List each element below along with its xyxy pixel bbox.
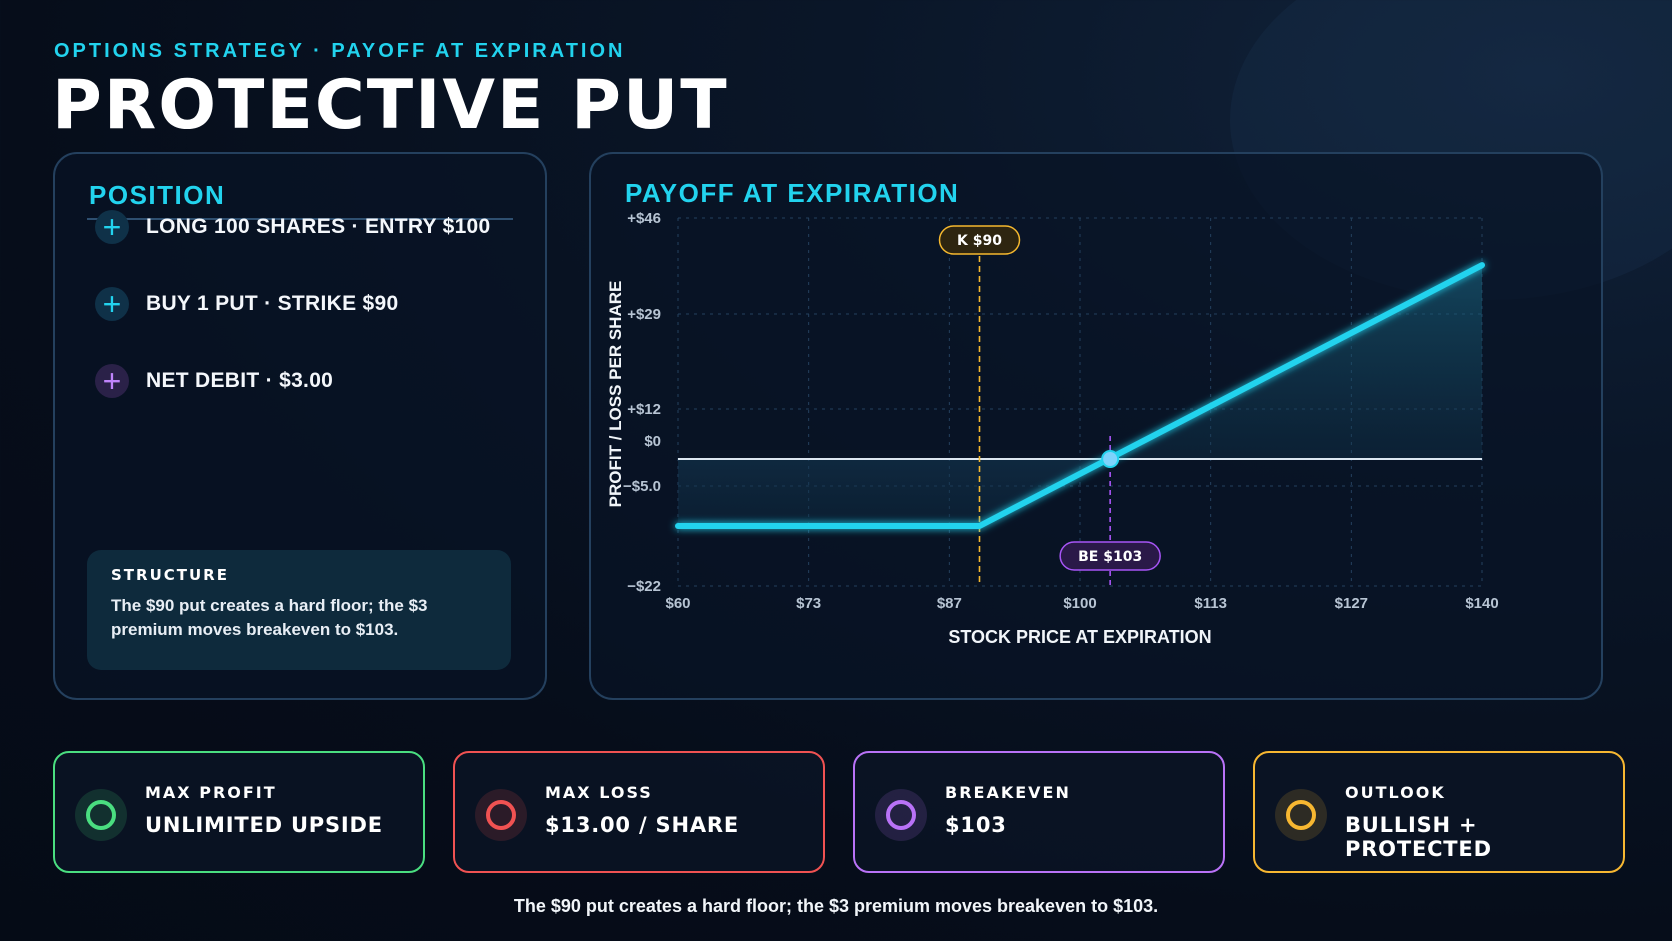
x-tick-label: $87 — [937, 595, 962, 612]
metric-value: UNLIMITED UPSIDE — [145, 813, 383, 837]
structure-title: STRUCTURE — [111, 566, 229, 584]
payoff-line — [675, 262, 1485, 529]
breakeven-annotation-label: BE $103 — [1078, 549, 1142, 565]
metric-card-max-loss: MAX LOSS $13.00 / SHARE — [453, 751, 825, 873]
y-tick-label: −$5.0 — [623, 478, 661, 495]
metric-card-outlook: OUTLOOK BULLISH + PROTECTED — [1253, 751, 1625, 873]
metric-label: BREAKEVEN — [945, 783, 1071, 802]
metric-card-breakeven: BREAKEVEN $103 — [853, 751, 1225, 873]
position-item-label: NET DEBIT · $3.00 — [146, 369, 334, 392]
metric-label: OUTLOOK — [1345, 783, 1446, 802]
x-tick-label: $127 — [1335, 595, 1368, 612]
metric-value: $13.00 / SHARE — [545, 813, 739, 837]
metric-label: MAX LOSS — [545, 783, 653, 802]
x-tick-label: $73 — [796, 595, 821, 612]
x-tick-label: $100 — [1063, 595, 1096, 612]
metric-value: $103 — [945, 813, 1007, 837]
x-axis-title: STOCK PRICE AT EXPIRATION — [948, 627, 1211, 647]
payoff-chart: $60 $73 $87 $100 $113 $127 $140 +$46 +$29 +$12 $0 −… — [606, 210, 1499, 647]
page-title: PROTECTIVE PUT — [52, 66, 729, 145]
footer-caption: The $90 put creates a hard floor; the $3… — [513, 896, 1159, 916]
circle-icon — [1275, 789, 1327, 841]
y-tick-label: −$22 — [627, 578, 661, 595]
metric-card-max-profit: MAX PROFIT UNLIMITED UPSIDE — [53, 751, 425, 873]
structure-card: STRUCTURE The $90 put creates a hard flo… — [87, 550, 511, 670]
circle-icon — [475, 789, 527, 841]
breakeven-annotation-pill — [1059, 541, 1161, 571]
metric-value: BULLISH + PROTECTED — [1345, 813, 1492, 861]
plus-icon: + — [95, 210, 129, 244]
position-panel: POSITION + LONG 100 SHARES · ENTRY $100 … — [53, 152, 547, 700]
structure-text: The $90 put creates a hard floor; the $3… — [111, 596, 428, 639]
breakeven-point — [1101, 450, 1120, 468]
position-item-label: BUY 1 PUT · STRIKE $90 — [146, 292, 399, 315]
metric-label: MAX PROFIT — [145, 783, 277, 802]
y-tick-label: +$46 — [627, 210, 661, 227]
plus-icon: + — [95, 364, 129, 398]
circle-icon — [75, 789, 127, 841]
y-tick-label: $0 — [644, 433, 661, 450]
chart-heading: PAYOFF AT EXPIRATION — [625, 178, 960, 208]
x-tick-label: $113 — [1194, 595, 1227, 612]
position-heading: POSITION — [89, 180, 226, 210]
y-tick-label: +$12 — [627, 401, 661, 418]
x-tick-label: $140 — [1465, 595, 1498, 612]
strike-annotation-label: K $90 — [957, 233, 1002, 249]
strike-annotation-pill — [938, 225, 1021, 255]
position-item-shares: + LONG 100 SHARES · ENTRY $100 — [95, 210, 491, 244]
position-item-put: + BUY 1 PUT · STRIKE $90 — [95, 287, 398, 321]
y-tick-label: +$29 — [627, 306, 661, 323]
y-axis-title: PROFIT / LOSS PER SHARE — [606, 281, 625, 508]
heading-divider — [87, 218, 513, 220]
plus-icon: + — [95, 287, 129, 321]
position-item-label: LONG 100 SHARES · ENTRY $100 — [146, 215, 491, 238]
x-tick-label: $60 — [665, 595, 690, 612]
position-item-debit: + NET DEBIT · $3.00 — [95, 364, 333, 398]
eyebrow-label: OPTIONS STRATEGY · PAYOFF AT EXPIRATION — [54, 40, 626, 62]
loss-area — [678, 459, 1111, 526]
payoff-panel: PAYOFF AT EXPIRATION $60 $73 $87 $100 $113 $1… — [589, 152, 1603, 700]
circle-icon — [875, 789, 927, 841]
